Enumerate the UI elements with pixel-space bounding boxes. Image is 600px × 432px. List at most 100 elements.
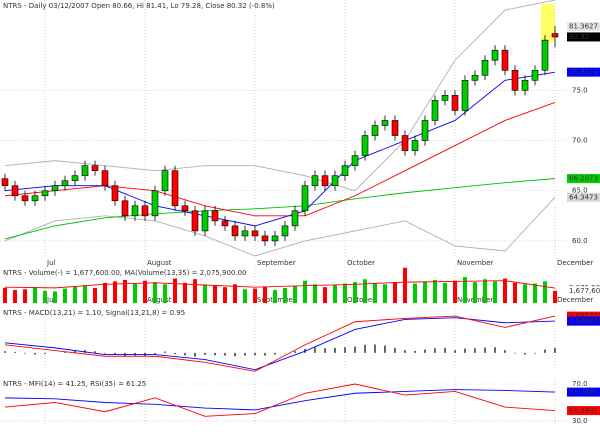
candle-body [52, 186, 58, 191]
volume-bar [523, 284, 527, 303]
volume-bar [293, 286, 297, 303]
volume-bar [93, 288, 97, 303]
indicator-line [5, 102, 555, 215]
candle-body [282, 226, 288, 236]
candle-body [12, 186, 18, 196]
histogram-bar [274, 353, 275, 355]
candle-body [262, 236, 268, 241]
histogram-bar [404, 350, 405, 353]
volume-bar [273, 290, 277, 303]
indicator-line [5, 390, 555, 410]
month-label: September [257, 259, 296, 267]
volume-bar [393, 282, 397, 303]
volume-bar [223, 287, 227, 303]
candle-body [512, 70, 518, 90]
candle-body [182, 206, 188, 211]
indicator-line [5, 384, 555, 416]
volume-bar [23, 289, 27, 303]
histogram-bar [34, 353, 35, 355]
y-tick-label: 70.0 [572, 380, 588, 388]
month-label: August [147, 259, 172, 267]
volume-bar [363, 279, 367, 303]
value-marker-label: 1,677,600 [569, 287, 600, 295]
candle-body [462, 80, 468, 110]
histogram-bar [104, 353, 105, 354]
candle-body [22, 196, 28, 201]
candle-body [412, 141, 418, 151]
candle-body [172, 171, 178, 206]
histogram-bar [534, 353, 535, 354]
month-label: December [557, 259, 593, 267]
histogram-bar [454, 350, 455, 353]
volume-bar [183, 283, 187, 303]
panel-title: NTRS - MACD(13,21) = 1.10, Signal(13,21,… [3, 309, 185, 317]
volume-bar [73, 286, 77, 303]
candle-body [72, 176, 78, 181]
month-label: October [347, 296, 375, 304]
volume-bar [213, 286, 217, 303]
y-tick-label: 30.0 [572, 417, 588, 425]
candle-body [362, 136, 368, 156]
histogram-bar [334, 348, 335, 353]
volume-bar [193, 279, 197, 303]
volume-bar [383, 284, 387, 303]
candle-body [402, 136, 408, 151]
candle-body [502, 50, 508, 70]
candle-body [122, 201, 128, 216]
month-label: August [147, 296, 172, 304]
y-tick-label: 70.0 [572, 137, 588, 145]
candle-body [292, 211, 298, 226]
volume-bar [103, 283, 107, 303]
histogram-bar [314, 348, 315, 353]
histogram-bar [4, 351, 5, 353]
candle-body [322, 176, 328, 186]
panel-title: NTRS - Volume(-) = 1,677,600.00, MA(Volu… [3, 269, 247, 277]
volume-bar [203, 285, 207, 303]
volume-bar [493, 281, 497, 303]
histogram-bar [424, 350, 425, 353]
histogram-bar [224, 353, 225, 356]
histogram-bar [434, 348, 435, 353]
histogram-bar [554, 348, 555, 353]
month-label: November [457, 259, 494, 267]
histogram-bar [254, 353, 255, 355]
candle-body [152, 191, 158, 216]
candle-body [32, 196, 38, 201]
volume-bar [143, 281, 147, 303]
candle-body [42, 191, 48, 196]
candle-body [92, 166, 98, 171]
candle-body [392, 120, 398, 135]
value-marker-label: 64.3473 [569, 193, 598, 201]
histogram-bar [394, 348, 395, 353]
histogram-bar [294, 351, 295, 353]
candle-body [212, 211, 218, 221]
volume-bar [433, 280, 437, 303]
volume-bar [333, 285, 337, 303]
volume-bar [233, 284, 237, 303]
histogram-bar [44, 353, 45, 354]
volume-bar [503, 279, 507, 303]
histogram-bar [494, 347, 495, 353]
candle-body [272, 236, 278, 241]
volume-bar [283, 288, 287, 303]
histogram-bar [514, 353, 515, 354]
candle-body [442, 95, 448, 100]
histogram-bar [94, 351, 95, 353]
candle-body [352, 156, 358, 166]
volume-bar [263, 286, 267, 303]
candle-body [112, 186, 118, 201]
histogram-bar [24, 353, 25, 354]
histogram-bar [524, 353, 525, 355]
indicator-line [5, 197, 555, 256]
histogram-bar [474, 348, 475, 353]
indicator-line [5, 316, 555, 371]
histogram-bar [324, 348, 325, 353]
volume-bar [53, 291, 57, 303]
histogram-bar [364, 345, 365, 353]
histogram-bar [174, 353, 175, 354]
histogram-bar [234, 353, 235, 356]
volume-bar [543, 281, 547, 303]
histogram-bar [464, 349, 465, 353]
